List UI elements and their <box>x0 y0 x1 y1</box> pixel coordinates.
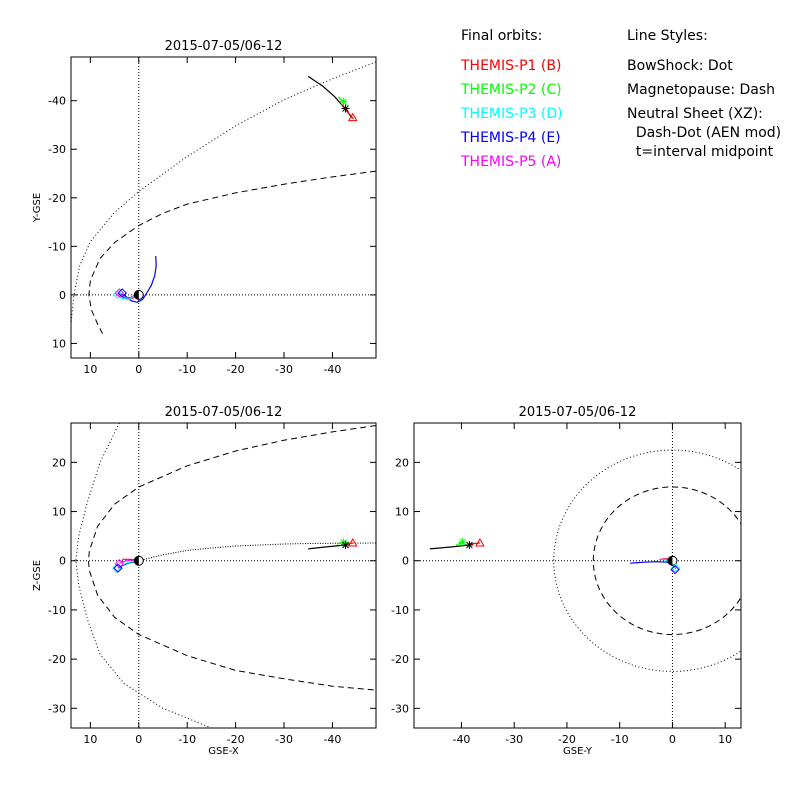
chart-title: 2015-07-05/06-12 <box>519 405 637 420</box>
x-tick-label: -20 <box>227 733 245 746</box>
legend-probe-item: THEMIS-P2 (C) <box>460 82 562 98</box>
plot-frame <box>413 422 742 729</box>
x-tick-label: -40 <box>452 733 470 746</box>
legend-probe-item: THEMIS-P5 (A) <box>460 154 561 170</box>
x-tick-label: -20 <box>558 733 576 746</box>
legend-style-item: Neutral Sheet (XZ): <box>627 106 763 122</box>
x-tick-label: 10 <box>718 733 732 746</box>
x-tick-label: -10 <box>178 733 196 746</box>
x-tick-label: -20 <box>227 363 245 376</box>
legend-probe-item: THEMIS-P4 (E) <box>460 130 561 146</box>
marker-triangle <box>347 112 358 122</box>
x-tick-label: -30 <box>505 733 523 746</box>
y-tick-label: 10 <box>52 506 66 519</box>
panel-xy: 10 0 -10 -20 -30 -40 10 0 -10 -20 -30 -40 2015-07-05… <box>32 39 377 376</box>
legend-orbits-title: Final orbits: <box>461 28 542 44</box>
legend-probe-item: THEMIS-P1 (B) <box>460 58 561 74</box>
x-tick-label: -30 <box>275 733 293 746</box>
marker-triangle <box>347 538 358 547</box>
orbit-near-earth <box>117 292 138 299</box>
y-tick-label: -10 <box>48 604 66 617</box>
y-tick-label: 10 <box>395 506 409 519</box>
y-tick-label: -40 <box>48 95 66 108</box>
x-tick-label: -10 <box>611 733 629 746</box>
x-tick-label: -10 <box>178 363 196 376</box>
plot-area-xy <box>71 57 376 358</box>
plot-frame <box>70 56 377 359</box>
y-tick-label: -20 <box>48 192 66 205</box>
panel-yz: -40 -30 -20 -10 0 10 -30 -20 -10 0 10 20 2015-07-05/… <box>391 405 742 757</box>
orbit-far <box>429 544 470 550</box>
bowshock-line <box>75 423 212 728</box>
x-tick-label: 10 <box>83 363 97 376</box>
legend-style-item: Magnetopause: Dash <box>627 82 775 98</box>
x-axis-label: GSE-X <box>208 746 239 757</box>
neutral-sheet-line <box>138 542 376 562</box>
chart-title: 2015-07-05/06-12 <box>165 405 283 420</box>
marker-diamond <box>670 564 680 575</box>
panel-xz: 10 0 -10 -20 -30 -40 -30 -20 -10 0 10 20 2015-07-05/… <box>32 405 377 757</box>
y-tick-label: -10 <box>48 240 66 253</box>
marker-diamond <box>117 288 128 298</box>
marker-diamond <box>114 558 125 569</box>
y-tick-label: -20 <box>391 653 409 666</box>
orbit-near-earth <box>120 255 157 303</box>
marker-triangle <box>475 538 485 547</box>
legend-styles-title: Line Styles: <box>627 28 708 44</box>
x-axis-label: GSE-Y <box>563 746 593 757</box>
magnetopause-line <box>87 425 376 691</box>
y-tick-label: -20 <box>48 653 66 666</box>
x-tick-label: 0 <box>135 363 142 376</box>
legend-style-item: t=interval midpoint <box>627 144 774 160</box>
marker-diamond <box>670 563 681 573</box>
marker-asterisk <box>341 104 350 113</box>
marker-diamond <box>114 288 125 298</box>
earth-icon <box>667 555 678 566</box>
legend-probe-item: THEMIS-P3 (D) <box>460 106 563 122</box>
x-tick-label: 10 <box>83 733 97 746</box>
y-tick-label: 20 <box>52 456 66 469</box>
y-tick-label: 0 <box>402 555 409 568</box>
y-tick-label: -10 <box>391 604 409 617</box>
y-axis-label: Z-GSE <box>32 560 43 591</box>
marker-asterisk <box>465 541 474 549</box>
y-tick-label: 20 <box>395 456 409 469</box>
x-tick-label: 0 <box>135 733 142 746</box>
legend-style-item: BowShock: Dot <box>627 58 733 74</box>
marker-asterisk <box>339 97 348 106</box>
marker-asterisk <box>458 538 467 547</box>
x-tick-label: -30 <box>275 363 293 376</box>
y-tick-label: -30 <box>48 143 66 156</box>
x-tick-label: 0 <box>669 733 676 746</box>
marker-diamond <box>112 289 123 300</box>
y-tick-label: 0 <box>59 289 66 302</box>
orbit-far <box>308 544 346 550</box>
x-tick-label: -40 <box>323 363 341 376</box>
y-axis-label: Y-GSE <box>32 193 43 223</box>
y-tick-label: 0 <box>59 555 66 568</box>
magnetopause-line <box>88 170 376 334</box>
legend-style-item: Dash-Dot (AEN mod) <box>627 125 781 141</box>
bowshock-line <box>71 61 376 325</box>
x-tick-label: -40 <box>323 733 341 746</box>
plot-frame <box>70 422 377 729</box>
legend: Final orbits: THEMIS-P1 (B) THEMIS-P2 (C) T… <box>460 28 781 170</box>
earth-icon <box>133 289 144 300</box>
earth-icon <box>133 555 144 566</box>
y-tick-label: -30 <box>48 702 66 715</box>
marker-asterisk <box>341 541 350 549</box>
y-tick-label: 10 <box>52 337 66 350</box>
y-tick-label: -30 <box>391 702 409 715</box>
chart-title: 2015-07-05/06-12 <box>165 39 283 54</box>
plot-area-yz <box>414 423 741 728</box>
marker-diamond <box>113 563 123 573</box>
plot-area-xz <box>71 423 376 728</box>
